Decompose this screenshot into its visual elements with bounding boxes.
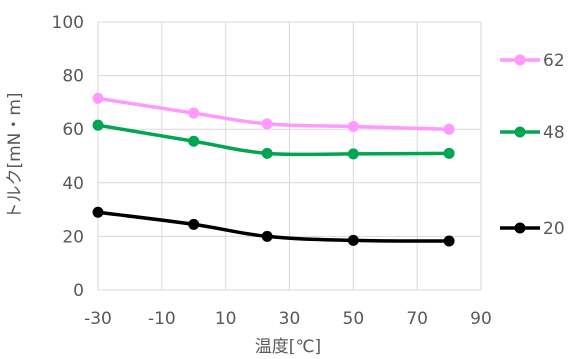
legend: 62 48 20 (500, 51, 565, 239)
x-tick-label: -30 (84, 309, 112, 329)
data-point-62 (92, 92, 104, 104)
data-point-48 (188, 135, 200, 147)
legend-marker-62 (514, 54, 526, 66)
data-point-62 (188, 107, 200, 119)
y-tick-label: 100 (52, 13, 84, 33)
y-tick-label: 0 (73, 281, 84, 301)
x-tick-label: 70 (406, 309, 428, 329)
y-axis-title: トルク[mN・m] (5, 92, 25, 219)
x-tick-label: 10 (215, 309, 237, 329)
data-point-48 (261, 147, 273, 159)
data-point-48 (347, 148, 359, 160)
y-tick-label: 60 (62, 120, 84, 140)
y-tick-label: 20 (62, 227, 84, 247)
legend-label-48: 48 (543, 123, 565, 143)
data-point-20 (92, 206, 104, 218)
y-tick-label: 80 (62, 67, 84, 87)
x-tick-label: 30 (279, 309, 301, 329)
data-point-62 (261, 118, 273, 130)
data-point-20 (347, 234, 359, 246)
legend-label-62: 62 (543, 51, 565, 71)
data-point-48 (92, 119, 104, 131)
data-point-62 (347, 121, 359, 133)
data-point-20 (261, 230, 273, 242)
data-point-62 (443, 123, 455, 135)
x-tick-label: -10 (148, 309, 176, 329)
legend-label-20: 20 (543, 219, 565, 239)
data-point-20 (443, 235, 455, 247)
y-tick-label: 40 (62, 174, 84, 194)
series (92, 92, 455, 247)
x-tick-label: 50 (343, 309, 365, 329)
data-point-48 (443, 147, 455, 159)
tick-labels: 0 20 40 60 80 100 -30 -10 10 30 50 70 90 (52, 13, 492, 329)
x-tick-label: 90 (470, 309, 492, 329)
legend-marker-48 (514, 126, 526, 138)
x-axis-title: 温度[℃] (255, 337, 321, 357)
data-point-20 (188, 218, 200, 230)
legend-marker-20 (514, 222, 526, 234)
